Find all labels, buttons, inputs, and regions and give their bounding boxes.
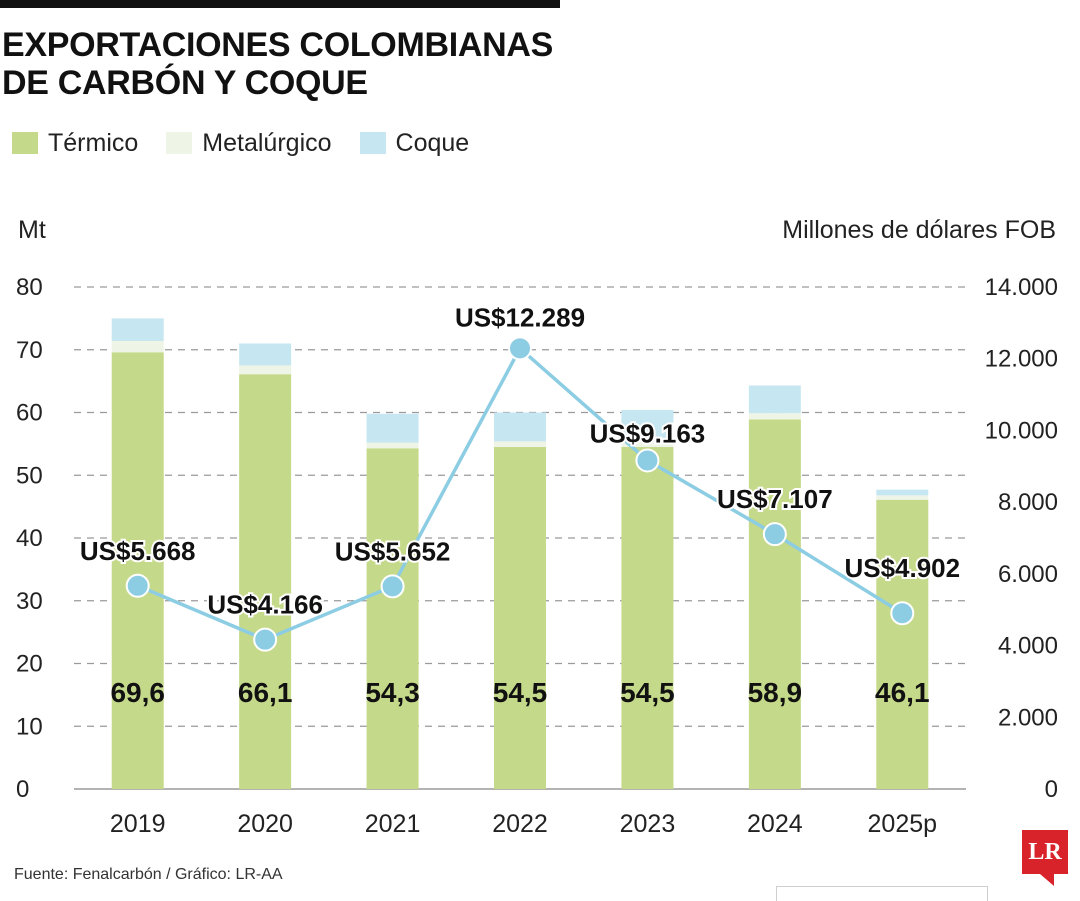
bar-segment-metalurgico	[876, 495, 929, 500]
x-tick-label: 2021	[365, 810, 421, 838]
bar-segment-termico	[111, 352, 164, 789]
left-tick-label: 30	[16, 588, 43, 615]
right-tick-label: 12.000	[985, 346, 1058, 373]
bar-segment-coque	[748, 385, 801, 414]
bar-segment-metalurgico	[748, 413, 801, 420]
bar-value-label: 54,5	[493, 677, 548, 708]
bar-value-label: 66,1	[238, 677, 293, 708]
title-line-2: DE CARBÓN Y COQUE	[2, 64, 368, 102]
right-axis-unit: Millones de dólares FOB	[782, 216, 1056, 244]
left-tick-label: 0	[16, 776, 29, 803]
corner-box	[776, 886, 988, 901]
bar-segment-coque	[494, 412, 546, 442]
legend: Térmico Metalúrgico Coque	[12, 126, 497, 160]
bar-value-label: 69,6	[110, 677, 165, 708]
line-value-label: US$9.163	[590, 418, 706, 448]
left-axis-unit: Mt	[18, 216, 46, 244]
value-point	[253, 627, 278, 652]
legend-label-metalurgico: Metalúrgico	[202, 128, 332, 157]
bar-value-label: 46,1	[875, 677, 930, 708]
value-point	[635, 448, 660, 473]
x-tick-label: 2020	[237, 810, 293, 838]
bar-segment-termico	[494, 447, 546, 789]
top-rule	[0, 0, 560, 8]
bar-segment-coque	[239, 343, 292, 366]
bar-segment-metalurgico	[621, 440, 674, 448]
legend-item-coque: Coque	[359, 128, 470, 158]
bar-segment-termico	[748, 419, 801, 789]
legend-item-termico: Térmico	[12, 129, 138, 158]
right-tick-label: 0	[1045, 776, 1058, 803]
line-value-label: US$7.107	[717, 484, 833, 514]
line-value-label: US$12.289	[455, 302, 585, 332]
left-tick-label: 60	[16, 400, 43, 427]
bars	[111, 318, 929, 789]
x-tick-label: 2025p	[868, 810, 938, 838]
left-tick-label: 80	[16, 274, 43, 301]
line-value-label: US$5.668	[80, 536, 196, 566]
x-tick-label: 2024	[747, 810, 803, 838]
legend-swatch-metalurgico	[166, 132, 193, 154]
legend-label-termico: Térmico	[48, 128, 139, 157]
x-tick-label: 2019	[110, 810, 166, 838]
bar-value-label: 54,5	[620, 677, 675, 708]
value-point	[762, 522, 787, 547]
left-tick-label: 50	[16, 462, 43, 489]
bar-value-label: 58,9	[748, 677, 803, 708]
source-note: Fuente: Fenalcarbón / Gráfico: LR-AA	[14, 866, 283, 883]
right-tick-label: 8.000	[998, 489, 1058, 516]
value-point	[508, 336, 532, 361]
x-tick-label: 2022	[492, 810, 548, 838]
right-tick-label: 10.000	[985, 417, 1058, 444]
right-tick-label: 4.000	[998, 633, 1058, 660]
bar-segment-metalurgico	[111, 340, 164, 353]
bar-segment-termico	[876, 499, 929, 789]
value-line	[125, 336, 915, 652]
legend-label-coque: Coque	[395, 128, 470, 157]
left-tick-label: 40	[16, 525, 43, 552]
bar-segment-metalurgico	[494, 441, 546, 448]
title-line-1: EXPORTACIONES COLOMBIANAS	[2, 26, 554, 64]
left-tick-label: 20	[16, 651, 43, 678]
legend-swatch-termico	[12, 132, 38, 154]
right-tick-label: 6.000	[998, 561, 1058, 588]
lr-logo-tail	[1040, 874, 1054, 886]
bar-segment-coque	[111, 318, 164, 341]
bar-segment-coque	[621, 409, 674, 441]
left-tick-label: 10	[16, 713, 43, 740]
bar-segment-termico	[239, 374, 292, 789]
chart-labels: 0 10 20 30 40 50 60 70 80 0 2.000 4.000 6.000 8.000 10…	[16, 274, 1058, 838]
legend-item-metalurgico: Metalúrgico	[166, 128, 332, 158]
bar-value-label: 54,3	[365, 677, 420, 708]
bar-segment-termico	[621, 447, 674, 789]
chart-title: EXPORTACIONES COLOMBIANAS DE CARBÓN Y CO…	[2, 26, 553, 102]
left-tick-label: 70	[16, 337, 43, 364]
value-point	[380, 574, 405, 599]
legend-swatch-coque	[359, 132, 386, 154]
lr-logo: LR	[1022, 830, 1068, 874]
line-value-label: US$5.652	[335, 536, 451, 566]
bar-segment-termico	[366, 448, 419, 789]
right-tick-label: 2.000	[998, 704, 1058, 731]
bar-segment-coque	[876, 489, 929, 496]
bar-segment-metalurgico	[239, 365, 292, 375]
bar-segment-coque	[366, 413, 419, 443]
bar-segment-metalurgico	[366, 442, 419, 449]
value-point	[890, 601, 915, 626]
line-value-label: US$4.166	[207, 590, 323, 620]
x-tick-label: 2023	[620, 810, 676, 838]
value-point	[125, 573, 150, 598]
line-value-label: US$4.902	[844, 553, 960, 583]
right-tick-label: 14.000	[985, 274, 1058, 301]
